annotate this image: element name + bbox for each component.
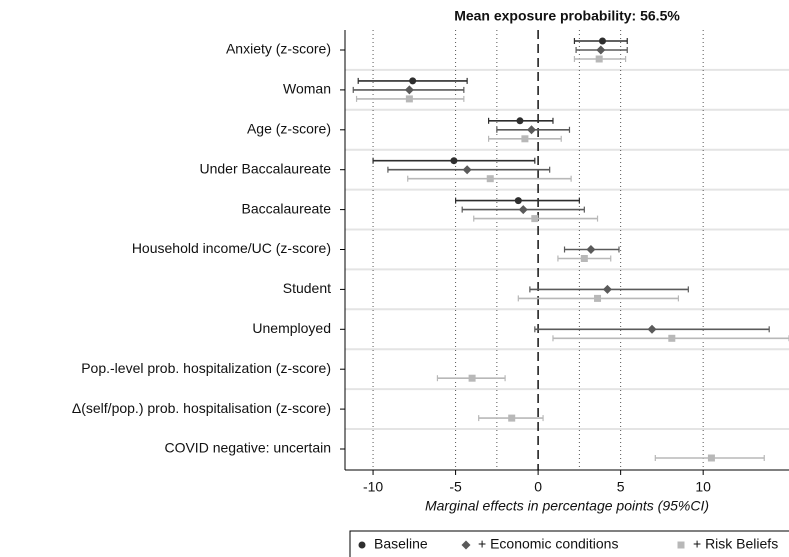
legend-marker [358,541,366,549]
point-estimate [521,135,529,143]
legend-box [349,530,789,557]
point-estimate [508,414,516,422]
y-tick-label: Household income/UC (z-score) [132,240,331,256]
point-estimate [404,85,414,95]
y-tick-label: Age (z-score) [247,121,331,137]
point-estimate [598,37,606,45]
y-tick-label: Student [283,280,331,296]
x-tick-label: 10 [695,479,711,495]
point-estimate [516,117,524,125]
point-estimate [486,175,494,183]
y-tick-label: Δ(self/pop.) prob. hospitalisation (z-sc… [72,400,331,416]
x-tick-label: -10 [363,479,383,495]
point-estimate [514,197,522,205]
point-estimate [531,215,539,223]
y-tick-label: Baccalaureate [241,200,331,216]
point-estimate [468,374,476,382]
point-estimate [668,334,676,342]
point-estimate [405,95,413,103]
point-estimate [595,55,603,63]
point-estimate [518,205,528,215]
x-tick-label: -5 [449,479,462,495]
legend-marker [677,541,685,549]
chart-title: Mean exposure probability: 56.5% [454,8,680,24]
point-estimate [602,284,612,294]
point-estimate [580,255,588,262]
x-tick-label: 0 [534,479,542,495]
x-axis-label: Marginal effects in percentage points (9… [425,498,709,514]
point-estimate [707,454,715,462]
y-tick-label: Anxiety (z-score) [226,41,331,57]
point-estimate [596,45,606,55]
point-estimate [586,245,596,254]
legend-marker [461,540,471,550]
y-tick-label: Under Baccalaureate [199,160,331,176]
y-tick-label: Pop.-level prob. hospitalization (z-scor… [81,360,331,376]
y-tick-label: Woman [283,81,331,97]
point-estimate [527,125,537,135]
legend-label: + Risk Beliefs [693,536,778,552]
legend-label: + Economic conditions [478,536,618,552]
point-estimate [594,294,602,302]
point-estimate [409,77,417,85]
point-estimate [450,157,458,165]
point-estimate [462,165,472,175]
x-tick-label: 5 [617,479,625,495]
point-estimate [647,324,657,334]
y-tick-label: Unemployed [252,320,331,336]
y-tick-label: COVID negative: uncertain [164,440,331,456]
legend-label: Baseline [374,536,428,552]
